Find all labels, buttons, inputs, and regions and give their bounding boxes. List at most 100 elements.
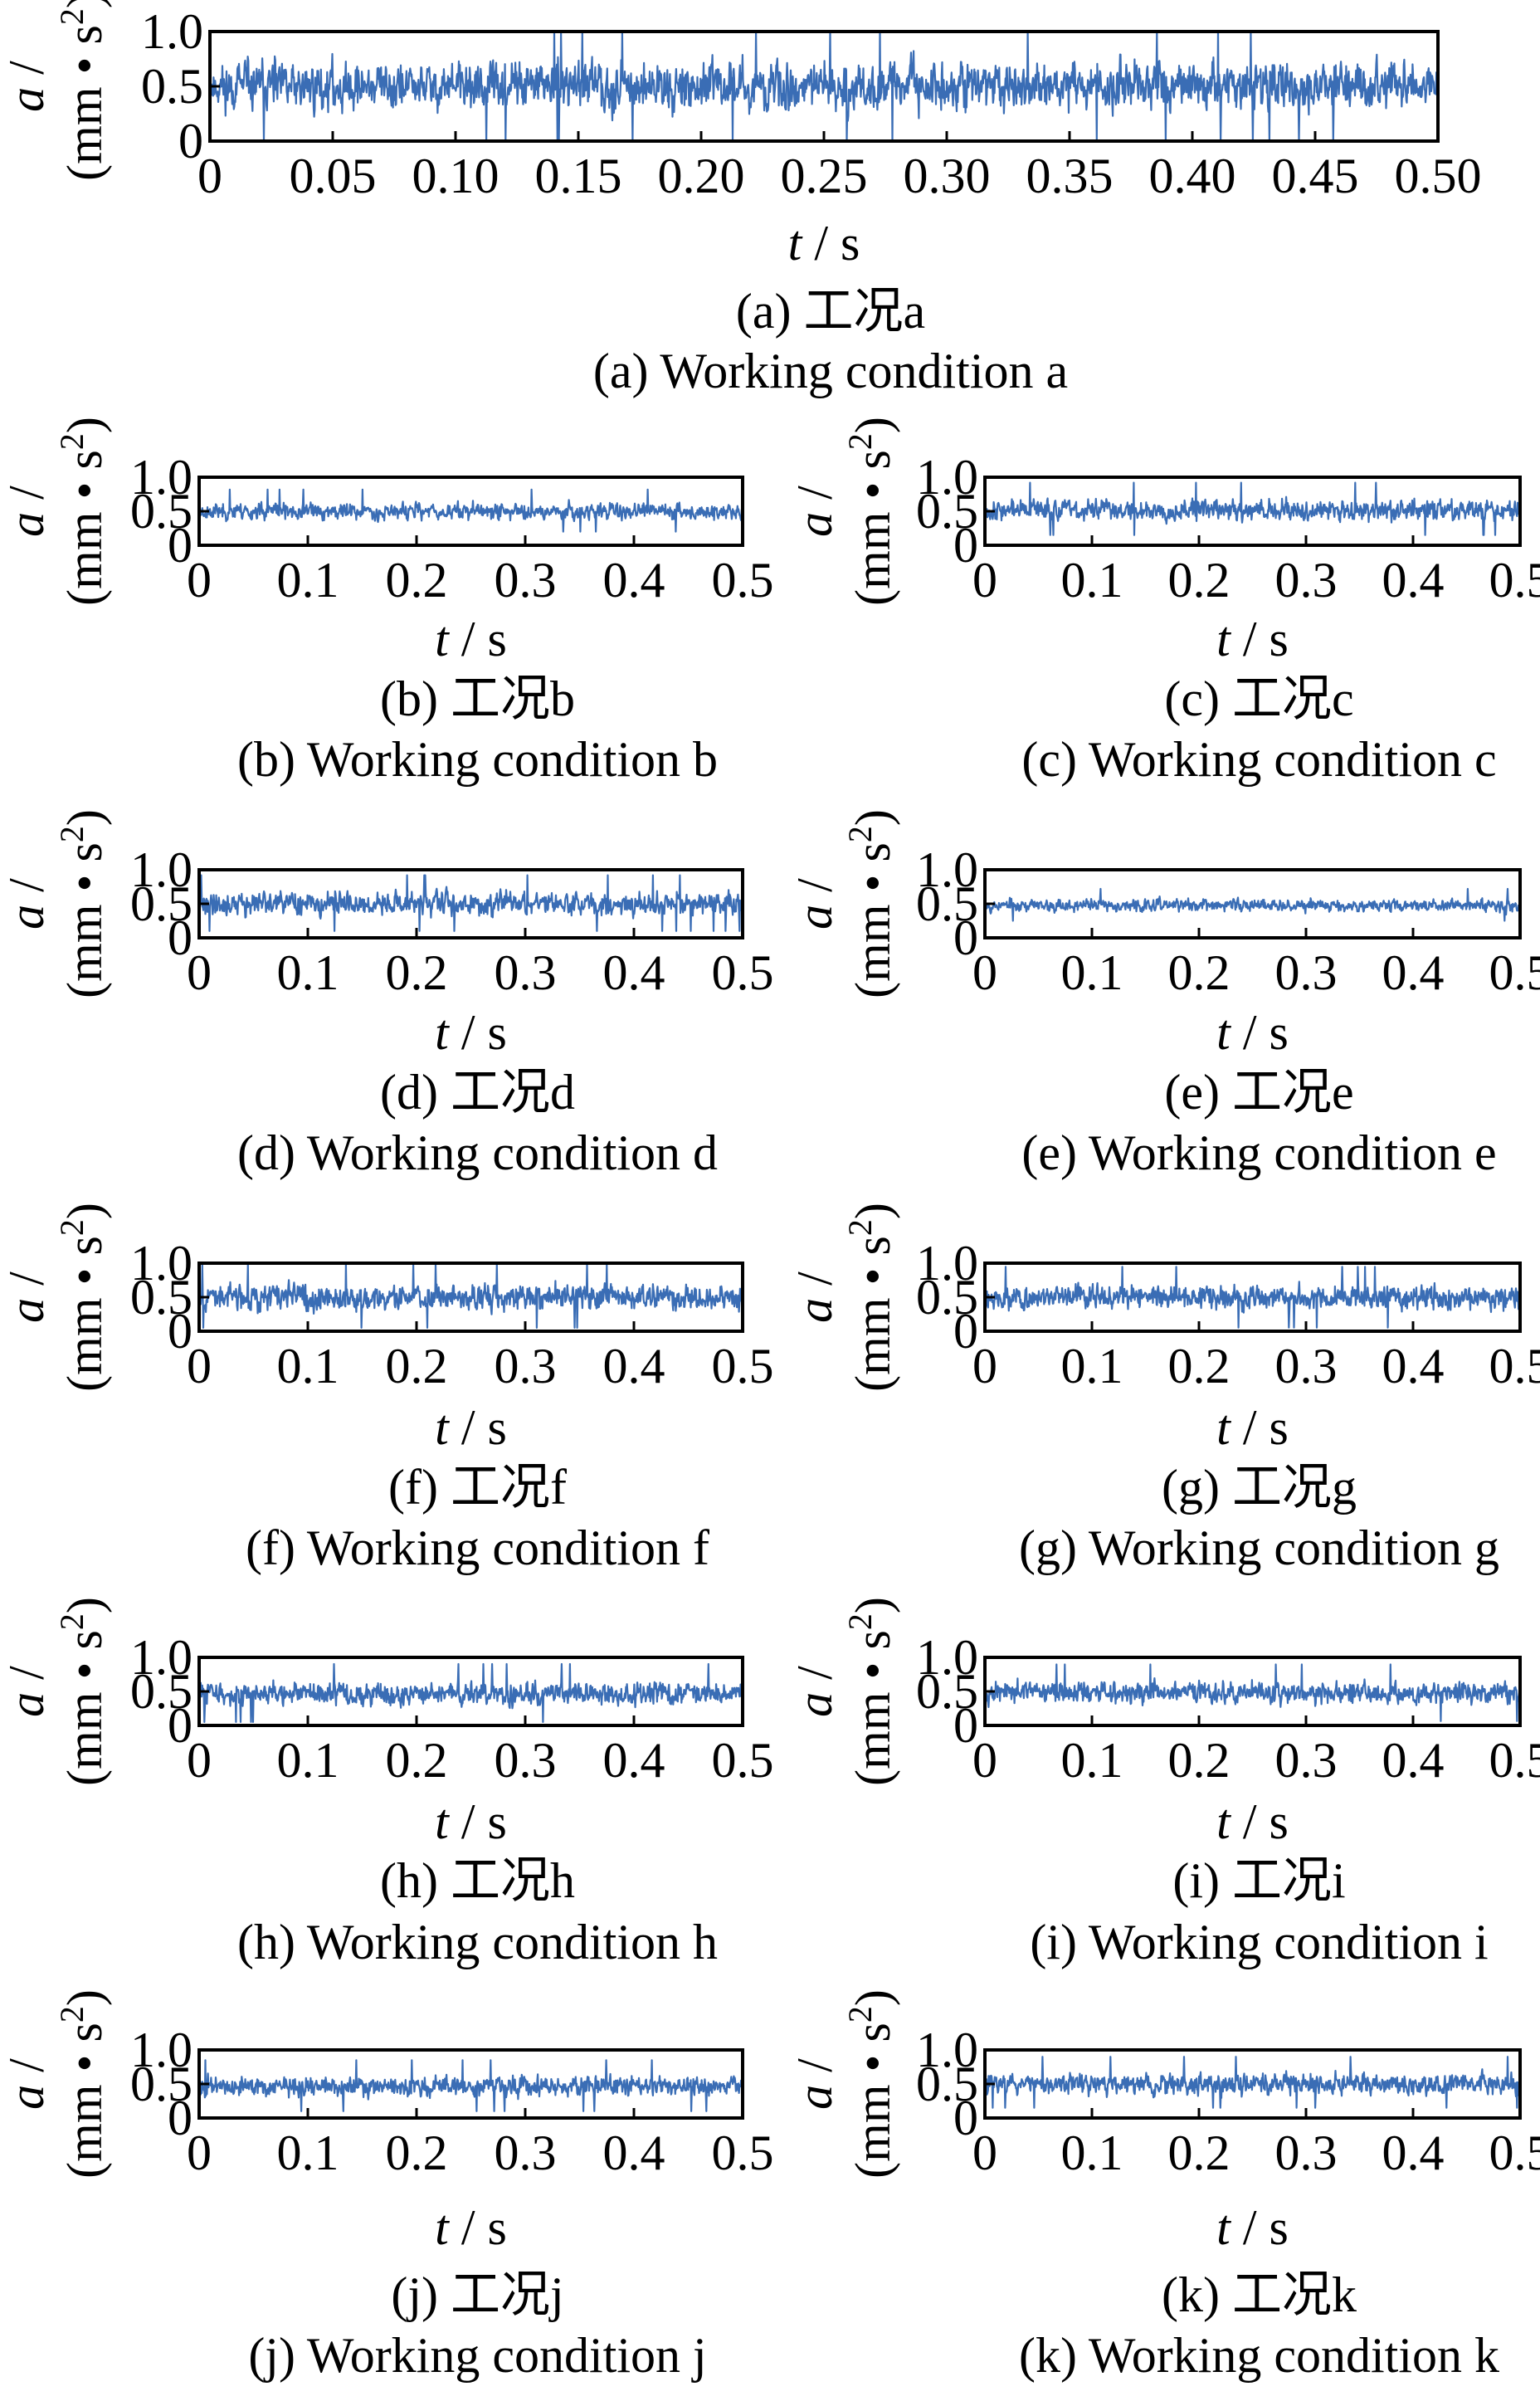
svg-text:a /: a / [0,61,54,112]
y-axis-label: a / (mm • s2) [0,1989,112,2179]
caption-cn: (c) 工况c [1164,671,1353,726]
svg-text:a /: a / [0,878,54,930]
y-tick-label: 1.0 [130,2023,192,2077]
y-tick-label: 1.0 [916,1236,978,1291]
x-tick-label: 0.2 [1168,553,1231,608]
x-tick-label: 0.4 [1382,1339,1445,1393]
svg-text:a /: a / [787,1271,842,1323]
y-axis-label: a / (mm • s2) [0,1203,112,1392]
x-tick-label: 0.5 [712,945,774,1000]
x-tick-label: 0 [972,553,997,608]
svg-text:(mm • s2): (mm • s2) [841,1989,901,2179]
y-tick-label: 0.5 [916,1664,978,1719]
signal-line-j [198,2059,744,2112]
y-tick-label: 0.5 [916,876,978,931]
x-tick-label: 0.1 [1061,2125,1123,2180]
svg-text:a /: a / [787,878,842,930]
caption-en: (j) Working condition j [248,2328,706,2383]
panel-g: 0 0.1 0.2 0.3 0.4 0.500.51.0a / (mm • s2)t / s… [787,1203,1540,1575]
x-tick-label: 0.3 [1275,945,1338,1000]
x-tick-label: 0.3 [495,2125,557,2180]
y-axis-label: a / (mm • s2) [787,1203,900,1392]
x-tick-label: 0.4 [1382,553,1445,608]
signal-line-b [197,488,744,533]
y-axis-label: a / (mm • s2) [0,809,112,998]
y-tick-label: 1.0 [916,842,978,897]
svg-text:a /: a / [0,1271,54,1323]
caption-cn: (k) 工况k [1162,2267,1357,2322]
caption-en: (g) Working condition g [1019,1520,1499,1575]
svg-text:(mm • s2): (mm • s2) [841,1597,901,1786]
y-tick-label: 1.0 [130,1236,192,1291]
y-axis-label: a / (mm • s2) [0,417,112,606]
signal-line-g [983,1266,1522,1329]
x-axis-label: t / s [435,1794,507,1849]
y-tick-label: 0 [168,1304,192,1359]
x-tick-label: 0 [972,2125,997,2180]
x-tick-label: 0.5 [1489,553,1540,608]
caption-cn: (d) 工况d [380,1065,575,1120]
x-tick-label: 0.5 [712,1733,774,1788]
x-tick-label: 0 [972,1733,997,1788]
svg-text:(mm • s2): (mm • s2) [53,1597,113,1786]
x-tick-label: 0.2 [1168,945,1231,1000]
x-tick-label: 0.25 [781,149,868,203]
x-tick-label: 0.1 [277,1339,339,1393]
y-tick-label: 0.5 [916,1270,978,1325]
y-tick-label: 0.5 [130,876,192,931]
y-axis-label: a / (mm • s2) [0,0,112,181]
x-tick-label: 0.5 [712,2125,774,2180]
signal-line-i [983,1663,1522,1722]
x-tick-label: 0 [187,2125,212,2180]
panel-k: 0 0.1 0.2 0.3 0.4 0.500.51.0a / (mm • s2)t / s… [787,1989,1540,2383]
svg-text:(mm • s2): (mm • s2) [53,1989,113,2179]
x-tick-label: 0.3 [495,553,557,608]
x-tick-label: 0 [187,553,212,608]
x-tick-label: 0.1 [277,945,339,1000]
x-tick-label: 0.40 [1149,149,1236,203]
y-tick-label: 1.0 [130,842,192,897]
y-tick-label: 0 [953,2091,978,2145]
y-tick-label: 0.5 [141,59,203,114]
caption-en: (f) Working condition f [246,1520,709,1575]
x-axis-label: t / s [788,216,860,271]
caption-en: (a) Working condition a [593,344,1068,398]
y-axis-label: a / (mm • s2) [787,1597,900,1786]
y-tick-label: 0.5 [130,1270,192,1325]
x-tick-label: 0.2 [386,2125,448,2180]
svg-text:(mm • s2): (mm • s2) [53,809,113,998]
caption-cn: (f) 工况f [388,1460,567,1515]
x-tick-label: 0.05 [290,149,377,203]
y-tick-label: 0 [953,1698,978,1753]
x-tick-label: 0 [187,1339,212,1393]
svg-text:a /: a / [0,2058,54,2110]
x-tick-label: 0.1 [1061,945,1123,1000]
x-tick-label: 0.3 [495,1733,557,1788]
caption-en: (h) Working condition h [237,1915,718,1969]
x-tick-label: 0 [972,1339,997,1393]
caption-cn: (b) 工况b [380,671,575,726]
x-tick-label: 0.3 [1275,1339,1338,1393]
y-tick-label: 0 [168,518,192,573]
y-tick-label: 0 [178,114,203,168]
caption-cn: (g) 工况g [1162,1460,1357,1515]
svg-text:a /: a / [787,2058,842,2110]
y-axis-label: a / (mm • s2) [787,1989,900,2179]
y-tick-label: 0 [953,1304,978,1359]
x-tick-label: 0.2 [1168,1733,1231,1788]
svg-text:(mm • s2): (mm • s2) [53,0,113,181]
x-tick-label: 0.15 [535,149,622,203]
y-tick-label: 0 [953,518,978,573]
svg-text:a /: a / [0,486,54,537]
svg-text:a /: a / [0,1666,54,1717]
x-tick-label: 0.5 [1489,1339,1540,1393]
panel-b: 0 0.1 0.2 0.3 0.4 0.500.51.0a / (mm • s2)t / s… [0,417,774,787]
signal-line-a [208,30,1440,143]
signal-line-k [983,2056,1522,2109]
signal-line-d [197,874,744,932]
y-tick-label: 1.0 [916,2023,978,2077]
y-tick-label: 1.0 [130,1630,192,1685]
x-tick-label: 0.3 [495,1339,557,1393]
x-tick-label: 0.4 [603,1339,665,1393]
x-tick-label: 0.4 [1382,2125,1445,2180]
